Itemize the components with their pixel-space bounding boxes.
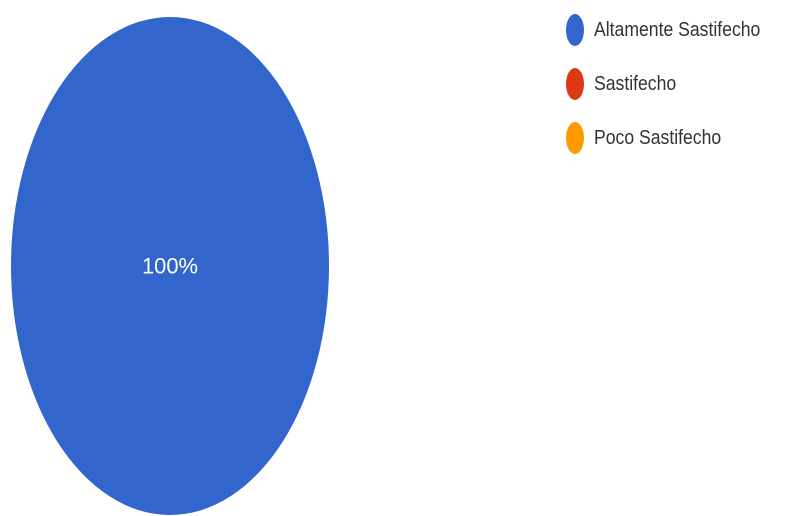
legend-label-poco-sastifecho: Poco Sastifecho — [594, 126, 722, 149]
chart-legend: Altamente Sastifecho Sastifecho Poco Sas… — [566, 12, 783, 174]
legend-item-poco-sastifecho[interactable]: Poco Sastifecho — [566, 120, 783, 156]
legend-label-altamente-sastifecho: Altamente Sastifecho — [594, 18, 761, 41]
legend-label-sastifecho: Sastifecho — [594, 72, 677, 95]
pie-slice-labels: 100% — [142, 254, 198, 279]
legend-swatch-altamente-sastifecho — [566, 14, 584, 46]
pie-slice-altamente-sastifecho[interactable] — [11, 17, 329, 515]
pie-slice-label-altamente-sastifecho: 100% — [142, 254, 198, 279]
pie-slices — [11, 17, 329, 515]
legend-item-sastifecho[interactable]: Sastifecho — [566, 66, 783, 102]
legend-item-altamente-sastifecho[interactable]: Altamente Sastifecho — [566, 12, 783, 48]
legend-swatch-poco-sastifecho — [566, 122, 584, 154]
legend-swatch-sastifecho — [566, 68, 584, 100]
